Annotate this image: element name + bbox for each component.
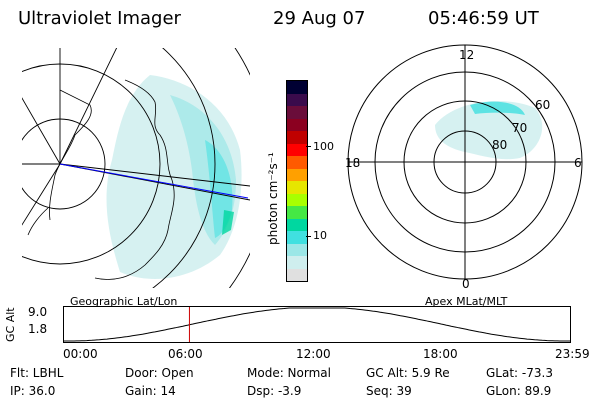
status-dsp: Dsp: -3.9	[247, 384, 302, 398]
timeline-xtick-0000: 00:00	[63, 347, 98, 361]
status-gain: Gain: 14	[125, 384, 176, 398]
colorbar-segment	[287, 143, 307, 156]
colorbar-segment	[287, 156, 307, 169]
colorbar-tick-label-100: 100	[313, 140, 334, 153]
colorbar-segment	[287, 131, 307, 144]
mlt-label-0: 0	[462, 277, 470, 291]
timeline-ytick-low: 1.8	[28, 322, 48, 336]
colorbar-segment	[287, 206, 307, 219]
colorbar-unit-label: photon cm⁻²s⁻¹	[266, 152, 280, 245]
right-panel-caption: Apex MLat/MLT	[425, 295, 508, 308]
instrument-title: Ultraviolet Imager	[18, 8, 181, 29]
status-glat: GLat: -73.3	[486, 366, 553, 380]
status-mode: Mode: Normal	[247, 366, 331, 380]
mlat-label-60: 60	[535, 98, 551, 112]
colorbar-tick-100	[306, 146, 311, 147]
colorbar-segment	[287, 106, 307, 119]
colorbar	[286, 80, 308, 282]
status-gc-alt: GC Alt: 5.9 Re	[366, 366, 450, 380]
colorbar-segment	[287, 93, 307, 106]
mlt-label-18: 18	[345, 156, 361, 170]
mlat-label-70: 70	[512, 121, 528, 135]
timeline-xtick-1800: 18:00	[423, 347, 458, 361]
timeline-ytick-high: 9.0	[28, 305, 48, 319]
colorbar-tick-10	[306, 236, 311, 237]
colorbar-segment	[287, 118, 307, 131]
mlt-label-6: 6	[574, 156, 582, 170]
status-seq: Seq: 39	[366, 384, 412, 398]
timeline-ylabel: GC Alt	[4, 307, 17, 342]
date-label: 29 Aug 07	[273, 8, 366, 29]
time-label: 05:46:59 UT	[428, 8, 539, 29]
status-door: Door: Open	[125, 366, 194, 380]
colorbar-segment	[287, 231, 307, 244]
colorbar-segment	[287, 268, 307, 281]
timeline-xtick-2359: 23:59	[555, 347, 590, 361]
left-panel-caption: Geographic Lat/Lon	[70, 295, 178, 308]
colorbar-segment	[287, 193, 307, 206]
mlat-label-80: 80	[492, 138, 508, 152]
colorbar-segment	[287, 181, 307, 194]
status-filter: Flt: LBHL	[10, 366, 64, 380]
mlt-label-12: 12	[459, 48, 475, 62]
colorbar-segment	[287, 256, 307, 269]
status-ip: IP: 36.0	[10, 384, 56, 398]
colorbar-segment	[287, 218, 307, 231]
timeline-plot	[63, 306, 571, 343]
colorbar-segment	[287, 243, 307, 256]
status-glon: GLon: 89.9	[486, 384, 552, 398]
timeline-xtick-1200: 12:00	[296, 347, 331, 361]
colorbar-segment	[287, 81, 307, 94]
geographic-map	[22, 48, 250, 288]
timeline-xtick-0600: 06:00	[168, 347, 203, 361]
colorbar-segment	[287, 168, 307, 181]
colorbar-tick-label-10: 10	[313, 229, 327, 242]
polar-map	[347, 44, 583, 280]
